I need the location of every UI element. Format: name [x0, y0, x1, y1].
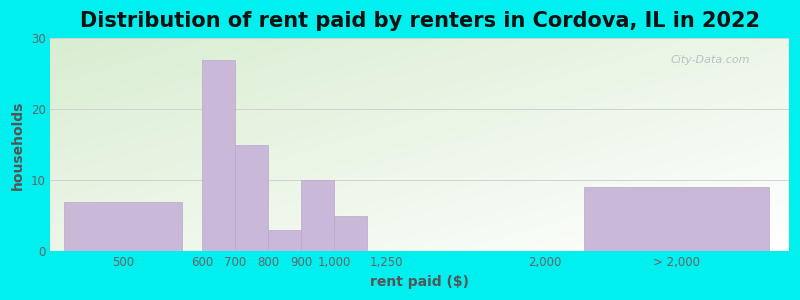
Text: City-Data.com: City-Data.com [670, 55, 750, 65]
Bar [301, 180, 334, 251]
Bar [268, 230, 301, 251]
Bar [585, 188, 769, 251]
X-axis label: rent paid ($): rent paid ($) [370, 275, 469, 289]
Bar [235, 145, 268, 251]
Bar [63, 202, 182, 251]
Title: Distribution of rent paid by renters in Cordova, IL in 2022: Distribution of rent paid by renters in … [80, 11, 760, 31]
Bar [334, 216, 367, 251]
Y-axis label: households: households [11, 100, 25, 190]
Bar [202, 59, 235, 251]
